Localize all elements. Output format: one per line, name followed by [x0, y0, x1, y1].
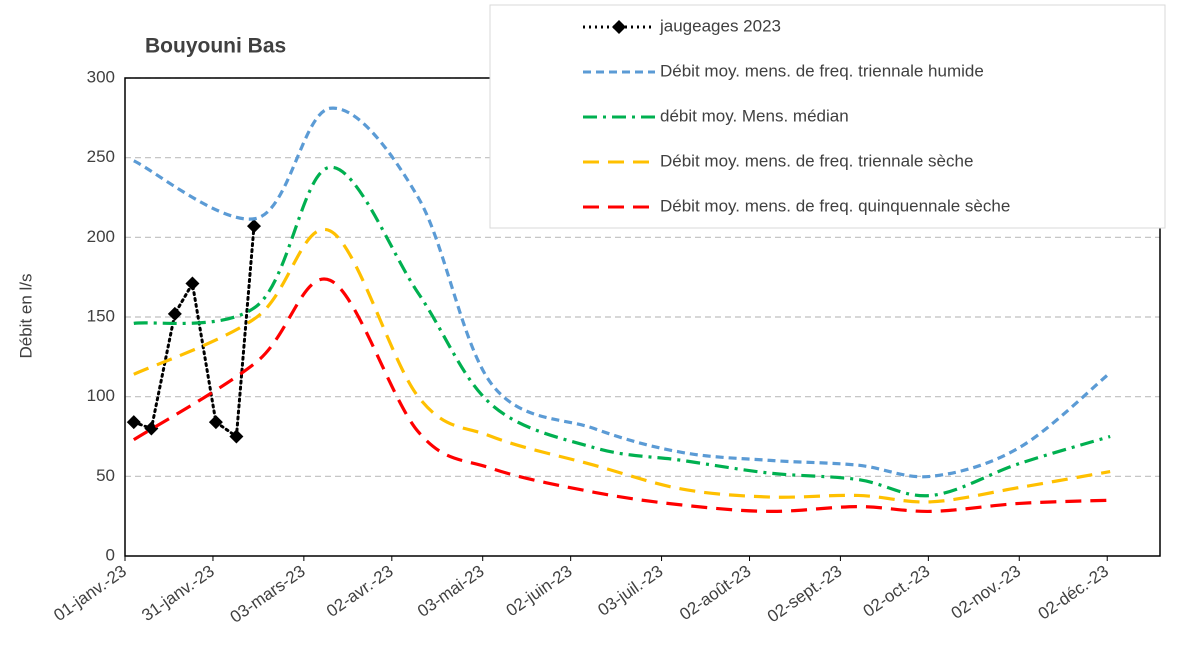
- chart-title: Bouyouni Bas: [145, 35, 286, 58]
- y-tick-label: 0: [106, 545, 115, 564]
- x-tick-label: 02-avr.-23: [323, 561, 397, 620]
- data-point: [247, 219, 262, 234]
- legend-label: Débit moy. mens. de freq. triennale sèch…: [660, 151, 973, 170]
- x-tick-label: 03-mars-23: [227, 561, 309, 626]
- x-tick-label: 02-juin-23: [503, 561, 576, 620]
- series-line: [133, 106, 1112, 479]
- series-line: [132, 277, 1111, 513]
- legend-label: débit moy. Mens. médian: [660, 106, 849, 125]
- y-tick-label: 100: [87, 386, 115, 405]
- y-tick-label: 250: [87, 147, 115, 166]
- series-line: [133, 227, 1111, 504]
- x-tick-label: 01-janv.-23: [50, 561, 130, 625]
- series-line: [133, 165, 1111, 498]
- x-tick-label: 02-déc.-23: [1035, 561, 1112, 623]
- x-tick-label: 31-janv.-23: [138, 561, 218, 625]
- data-point: [185, 276, 200, 291]
- x-tick-label: 03-mai-23: [414, 561, 488, 620]
- y-tick-label: 200: [87, 227, 115, 246]
- y-tick-label: 50: [96, 466, 115, 485]
- x-tick-label: 02-oct.-23: [860, 561, 934, 620]
- legend-label: jaugeages 2023: [659, 16, 781, 35]
- legend-label: Débit moy. mens. de freq. triennale humi…: [660, 61, 984, 80]
- y-axis-label: Débit en l/s: [16, 273, 35, 358]
- legend-marker: [612, 20, 626, 34]
- data-point: [126, 415, 141, 430]
- legend-box: [489, 4, 1166, 229]
- y-tick-label: 150: [87, 306, 115, 325]
- x-tick-label: 03-juil.-23: [594, 561, 666, 619]
- data-point: [144, 421, 159, 436]
- x-tick-label: 02-sept.-23: [764, 561, 845, 626]
- data-point: [229, 429, 244, 444]
- x-tick-label: 02-nov.-23: [948, 561, 1024, 622]
- legend-label: Débit moy. mens. de freq. quinquennale s…: [660, 196, 1010, 215]
- data-point: [208, 415, 223, 430]
- x-tick-label: 02-août-23: [676, 561, 754, 624]
- legend: jaugeages 2023 Débit moy. mens. de freq. …: [489, 4, 1166, 229]
- data-point: [167, 306, 182, 321]
- y-tick-label: 300: [87, 67, 115, 86]
